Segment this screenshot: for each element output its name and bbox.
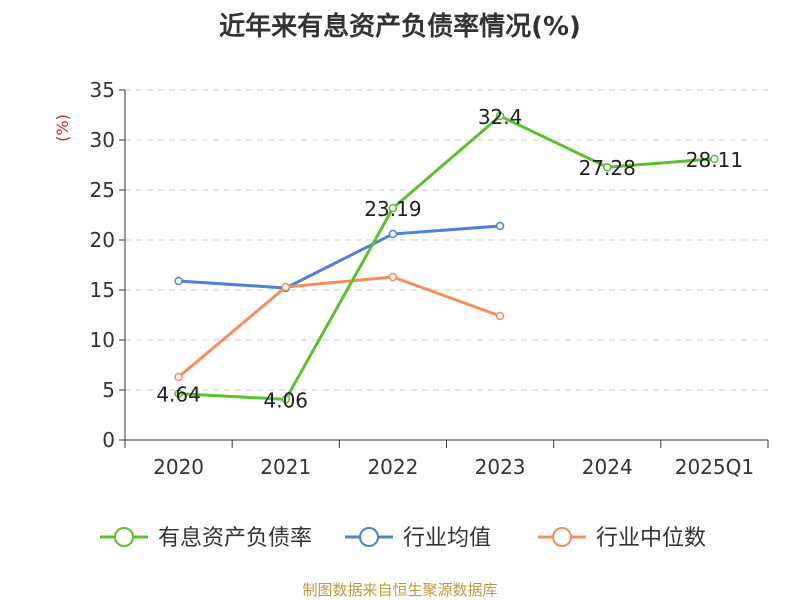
legend-swatch-marker [359, 527, 379, 547]
series-line [177, 275, 501, 379]
x-tick-label: 2023 [475, 455, 526, 479]
x-tick-label: 2025Q1 [675, 455, 754, 479]
y-tick-label: 30 [90, 128, 115, 152]
x-tick-label: 2024 [582, 455, 633, 479]
data-point [281, 282, 290, 292]
chart-title: 近年来有息资产负债率情况(%) [219, 12, 581, 42]
x-tick-label: 2020 [153, 455, 204, 479]
x-tick-label: 2021 [260, 455, 311, 479]
y-tick-label: 0 [102, 428, 115, 452]
data-point [281, 395, 290, 404]
legend-label: 行业均值 [403, 526, 491, 551]
y-tick-label: 10 [90, 328, 115, 352]
data-point [603, 162, 612, 172]
data-label: 4.64 [156, 383, 201, 407]
legend-item: 行业中位数 [538, 526, 706, 551]
data-point [388, 203, 398, 213]
data-label: 27.28 [579, 156, 636, 180]
y-tick-label: 25 [90, 178, 115, 202]
data-point [710, 154, 719, 164]
y-axis-label: (%) [53, 114, 72, 142]
data-point [174, 389, 183, 398]
legend-swatch-marker [114, 527, 134, 547]
y-tick-label: 5 [102, 378, 115, 402]
data-point [388, 272, 398, 282]
legend-label: 行业中位数 [596, 526, 706, 551]
data-point [174, 276, 183, 286]
y-tick-label: 35 [90, 78, 115, 102]
x-tick-label: 2022 [367, 455, 418, 479]
data-point [495, 111, 505, 121]
y-tick-label: 20 [90, 228, 115, 252]
series-line [178, 224, 501, 290]
data-source-note: 制图数据来自恒生聚源数据库 [302, 581, 498, 599]
data-point [495, 221, 505, 231]
series-line [178, 114, 715, 401]
data-label: 32.4 [478, 105, 523, 129]
data-label: 23.19 [364, 197, 421, 221]
data-point [495, 311, 505, 321]
data-label: 4.06 [263, 388, 308, 412]
data-point [388, 229, 398, 239]
data-label: 28.11 [686, 148, 743, 172]
legend-item: 有息资产负债率 [100, 526, 312, 551]
legend-item: 行业均值 [345, 526, 491, 551]
data-point [174, 372, 183, 382]
legend-swatch-marker [552, 527, 572, 547]
legend-label: 有息资产负债率 [158, 526, 312, 551]
y-tick-label: 15 [90, 278, 115, 302]
